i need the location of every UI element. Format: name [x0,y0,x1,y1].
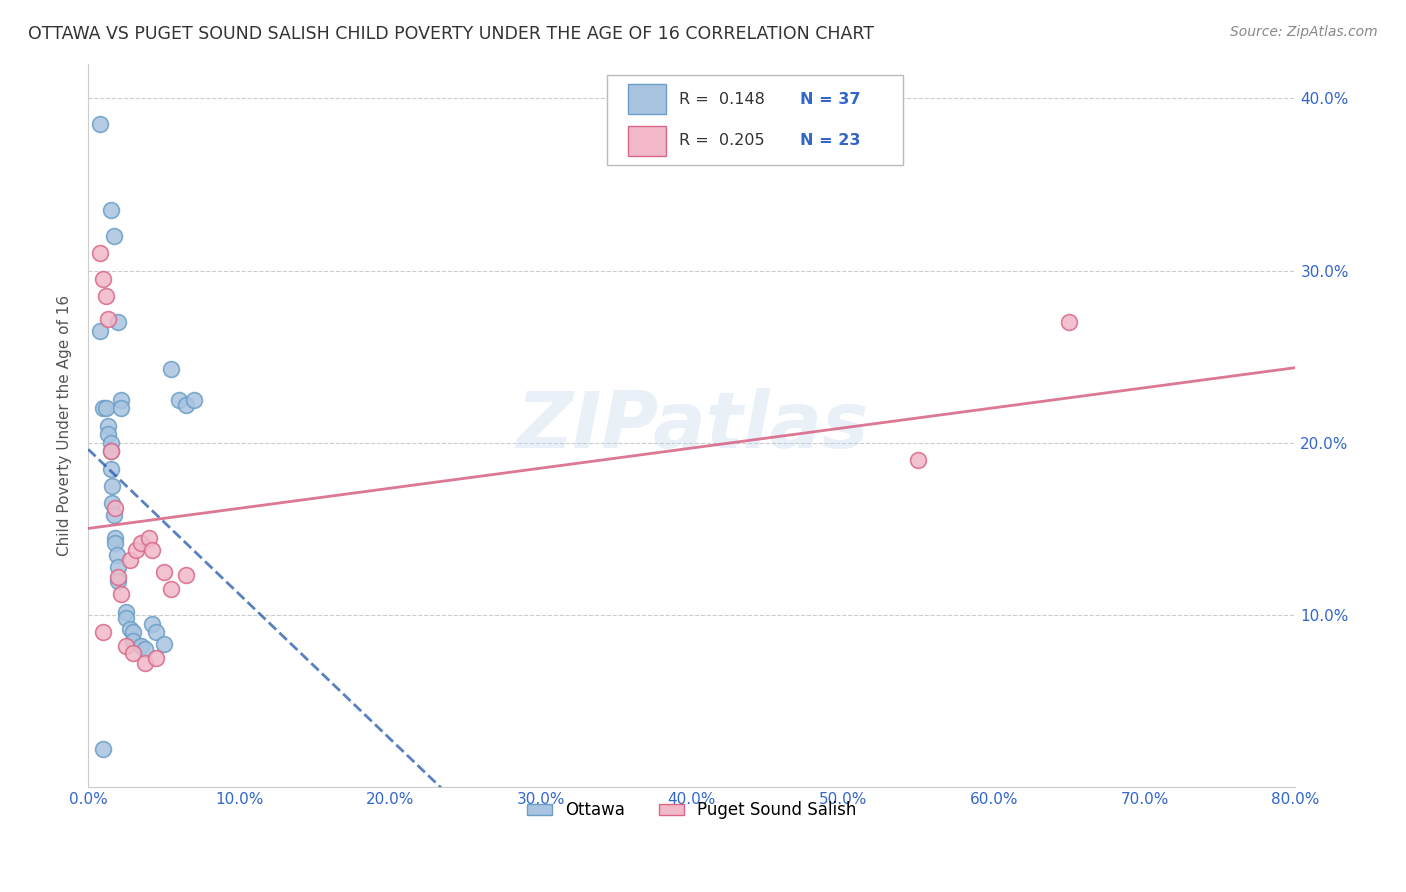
Text: N = 23: N = 23 [800,134,860,148]
Point [89,324,111,338]
FancyBboxPatch shape [607,75,903,165]
Point [103,229,125,244]
Point [104,531,127,545]
Point [129,639,152,653]
Point [167,392,190,407]
Point [122,646,145,660]
Point [100,444,122,458]
Point [160,361,183,376]
Y-axis label: Child Poverty Under the Age of 16: Child Poverty Under the Age of 16 [58,295,72,557]
Point [103,508,125,523]
Point [152,565,174,579]
Point [107,574,129,588]
FancyBboxPatch shape [628,126,666,156]
Point [141,616,163,631]
Text: R =  0.205: R = 0.205 [679,134,763,148]
Point [115,639,138,653]
FancyBboxPatch shape [628,84,666,114]
Point [97,311,120,326]
Point [141,542,163,557]
Point [120,622,142,636]
Point [107,570,129,584]
Point [91,401,114,416]
Point [100,461,122,475]
Point [101,496,124,510]
Point [145,625,167,640]
Point [152,637,174,651]
Point [100,444,122,458]
Point [125,542,148,557]
Point [110,587,132,601]
Point [97,418,120,433]
Point [89,246,111,260]
Point [120,553,142,567]
Point [100,203,122,218]
Point [105,548,128,562]
Point [91,742,114,756]
Point [174,398,197,412]
Point [183,392,205,407]
Point [107,559,129,574]
Point [134,657,156,671]
Point [97,427,120,442]
Point [122,625,145,640]
Point [115,605,138,619]
Point [145,651,167,665]
Point [96,401,118,416]
Point [101,479,124,493]
Point [129,535,152,549]
Text: ZIPatlas: ZIPatlas [516,388,868,464]
Point [160,582,183,597]
Point [134,642,156,657]
Point [138,531,160,545]
Point [122,633,145,648]
Point [96,289,118,303]
Point [110,392,132,407]
Text: N = 37: N = 37 [800,92,860,107]
Legend: Ottawa, Puget Sound Salish: Ottawa, Puget Sound Salish [520,795,863,826]
Point [104,535,127,549]
Point [100,435,122,450]
Point [1057,315,1080,329]
Text: OTTAWA VS PUGET SOUND SALISH CHILD POVERTY UNDER THE AGE OF 16 CORRELATION CHART: OTTAWA VS PUGET SOUND SALISH CHILD POVER… [28,25,875,43]
Point [91,272,114,286]
Point [107,315,129,329]
Point [110,401,132,416]
Point [907,453,929,467]
Point [115,611,138,625]
Text: Source: ZipAtlas.com: Source: ZipAtlas.com [1230,25,1378,39]
Text: R =  0.148: R = 0.148 [679,92,765,107]
Point [91,625,114,640]
Point [89,117,111,131]
Point [174,568,197,582]
Point [104,501,127,516]
